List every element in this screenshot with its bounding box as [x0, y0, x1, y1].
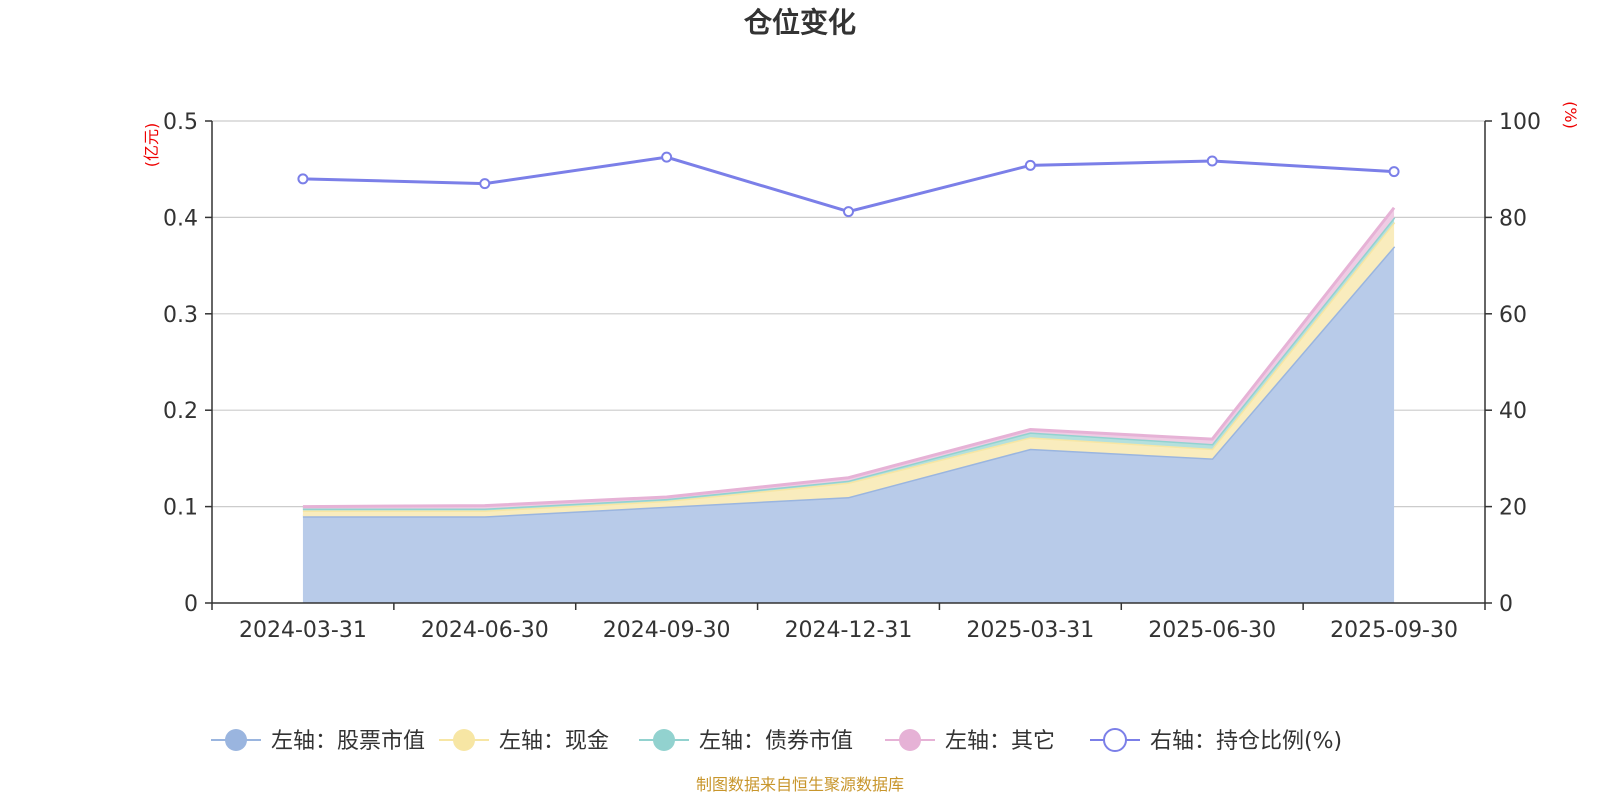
chart-title: 仓位变化 [744, 6, 856, 39]
legend-item[interactable]: 左轴：股票市值 [211, 729, 425, 754]
ratio-point [661, 151, 673, 163]
source-note: 制图数据来自恒生聚源数据库 [696, 775, 904, 794]
ratio-point [297, 173, 309, 185]
x-tick-label: 2025-03-31 [966, 618, 1094, 643]
area-fill-0 [302, 246, 1395, 603]
legend-label: 左轴：债券市值 [699, 729, 853, 754]
ratio-line-path [302, 155, 1395, 214]
x-tick-label: 2024-06-30 [421, 618, 549, 643]
legend: 左轴：股票市值 左轴：现金 左轴：债券市值 左轴：其它 右轴：持仓比例(%) [211, 728, 1342, 754]
legend-marker [899, 729, 921, 751]
ratio-line [297, 151, 1400, 218]
x-tick-label: 2025-06-30 [1148, 618, 1276, 643]
legend-label: 左轴：股票市值 [271, 729, 425, 754]
left-tick-label: 0.3 [163, 303, 198, 328]
left-tick-label: 0.1 [163, 496, 198, 521]
ratio-point [1206, 155, 1218, 167]
ratio-point [843, 206, 854, 218]
left-tick-label: 0.2 [163, 399, 198, 424]
left-tick-label: 0.5 [163, 110, 198, 135]
x-tick-label: 2024-03-31 [239, 618, 367, 643]
right-tick-label: 80 [1499, 206, 1527, 231]
axes: 0 0.1 0.2 0.3 0.4 0.5 0 20 40 60 80 100 2024-03-31 20… [163, 110, 1541, 643]
legend-item[interactable]: 左轴：其它 [885, 729, 1055, 754]
legend-marker [225, 729, 247, 751]
left-tick-label: 0 [184, 592, 198, 617]
x-tick-label: 2024-12-31 [785, 618, 913, 643]
ratio-point [1024, 159, 1036, 171]
right-tick-label: 0 [1499, 592, 1513, 617]
ratio-point [479, 178, 491, 190]
right-axis-unit: (%) [1561, 101, 1580, 129]
legend-marker [653, 729, 675, 751]
stacked-areas [302, 206, 1396, 603]
legend-marker [453, 729, 475, 751]
legend-label: 左轴：其它 [945, 729, 1055, 754]
legend-item[interactable]: 左轴：现金 [439, 729, 609, 754]
right-tick-label: 40 [1499, 399, 1527, 424]
legend-marker [1103, 728, 1127, 752]
x-tick-label: 2025-09-30 [1330, 618, 1458, 643]
right-tick-label: 100 [1499, 110, 1541, 135]
left-axis-unit: (亿元) [142, 123, 161, 168]
right-tick-label: 60 [1499, 303, 1527, 328]
x-tick-label: 2024-09-30 [603, 618, 731, 643]
legend-item[interactable]: 右轴：持仓比例(%) [1090, 728, 1342, 754]
legend-label: 右轴：持仓比例(%) [1150, 729, 1342, 754]
left-tick-label: 0.4 [163, 206, 198, 231]
legend-label: 左轴：现金 [499, 729, 609, 754]
right-tick-label: 20 [1499, 496, 1527, 521]
legend-item[interactable]: 左轴：债券市值 [639, 729, 853, 754]
ratio-point [1388, 166, 1400, 178]
area-edge-3 [302, 206, 1396, 509]
